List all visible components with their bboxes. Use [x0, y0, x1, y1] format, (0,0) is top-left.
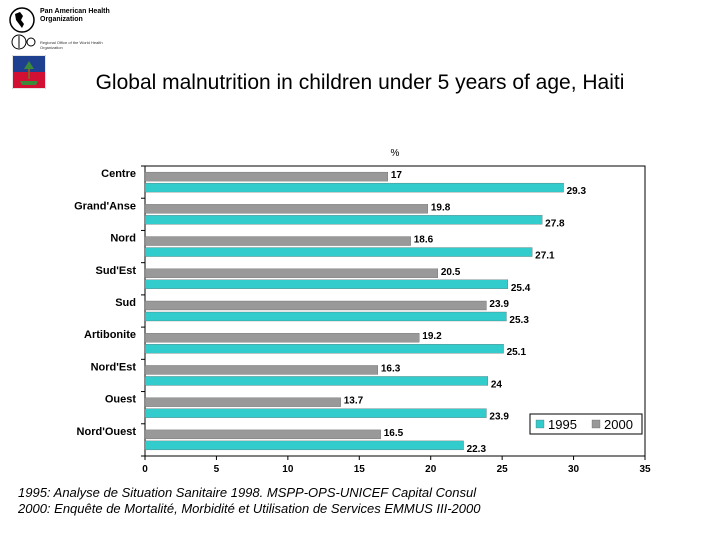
legend-swatch-2000 [591, 419, 601, 429]
bar-2000-4 [144, 300, 487, 311]
x-tick-label: 30 [568, 464, 580, 475]
data-label: 25.1 [507, 347, 527, 358]
sources-note: 1995: Analyse de Situation Sanitaire 199… [18, 485, 480, 517]
source-1995: 1995: Analyse de Situation Sanitaire 199… [18, 485, 477, 500]
legend-label-2000: 2000 [604, 417, 633, 432]
plot-area: % Centre 17 29.3 Grand'Anse 19.8 27.8 Nord 18.6 2… [74, 148, 651, 475]
legend-swatch-1995 [535, 419, 545, 429]
bar-2000-0 [144, 171, 389, 182]
org-name: Pan American Health Organization [40, 8, 110, 23]
bar-1995-8 [144, 440, 464, 451]
source-2000: 2000: Enquête de Mortalité, Morbidité et… [18, 501, 481, 516]
bar-2000-7 [144, 397, 341, 407]
chart-title: Global malnutrition in children under 5 … [95, 71, 625, 94]
data-label: 25.4 [511, 283, 531, 294]
data-label: 23.9 [489, 299, 509, 310]
bar-2000-3 [144, 268, 439, 278]
category-label: Nord [110, 233, 136, 245]
bar-2000-8 [144, 429, 381, 440]
data-label: 19.2 [422, 331, 442, 342]
x-tick-label: 5 [214, 464, 220, 475]
data-label: 19.8 [431, 202, 451, 213]
bar-2000-6 [144, 365, 379, 375]
x-tick-label: 10 [282, 464, 294, 475]
data-label: 25.3 [509, 315, 529, 326]
data-label: 24 [491, 379, 503, 390]
bar-1995-5 [144, 344, 504, 354]
legend-box [529, 413, 643, 435]
bar-1995-1 [144, 215, 543, 225]
bar-chart: % Centre 17 29.3 Grand'Anse 19.8 27.8 Nord 18.6 2… [74, 148, 651, 475]
category-label: Ouest [105, 394, 137, 406]
category-label: Centre [101, 168, 136, 180]
bar-1995-3 [144, 279, 509, 289]
data-label: 22.3 [467, 444, 487, 455]
category-label: Artibonite [84, 329, 136, 341]
data-label: 29.3 [567, 186, 587, 197]
data-label: 16.5 [384, 428, 404, 439]
x-tick-label: 35 [639, 464, 651, 475]
category-label: Nord'Ouest [77, 426, 137, 438]
bar-1995-2 [144, 247, 533, 257]
x-tick-label: 25 [497, 464, 509, 475]
plot-frame [144, 165, 646, 457]
x-tick-label: 20 [425, 464, 437, 475]
category-label: Grand'Anse [74, 200, 136, 212]
bar-1995-4 [144, 311, 507, 322]
haiti-coat-of-arms-icon [12, 55, 46, 89]
bar-1995-7 [144, 408, 487, 418]
unit-label: % [391, 148, 400, 159]
x-tick-label: 15 [354, 464, 366, 475]
category-label: Sud [115, 297, 136, 309]
data-label: 27.8 [545, 218, 565, 229]
org-subtitle: Regional Office of the World Health Orga… [40, 40, 103, 50]
globe-icon [9, 7, 36, 50]
data-label: 16.3 [381, 363, 401, 374]
data-label: 18.6 [414, 235, 434, 246]
bar-1995-6 [144, 376, 489, 386]
category-label: Nord'Est [91, 361, 137, 373]
category-label: Sud'Est [95, 265, 136, 277]
paho-logo: Pan American Health Organization Regiona… [8, 6, 110, 54]
bar-2000-5 [144, 333, 420, 343]
bar-2000-2 [144, 236, 411, 246]
data-label: 13.7 [344, 396, 364, 407]
data-label: 20.5 [441, 267, 461, 278]
data-label: 17 [391, 170, 403, 181]
legend-label-1995: 1995 [548, 417, 577, 432]
bar-1995-0 [144, 182, 564, 193]
x-tick-label: 0 [142, 464, 148, 475]
data-label: 27.1 [535, 251, 555, 262]
data-label: 23.9 [489, 412, 509, 423]
bar-2000-1 [144, 204, 429, 214]
